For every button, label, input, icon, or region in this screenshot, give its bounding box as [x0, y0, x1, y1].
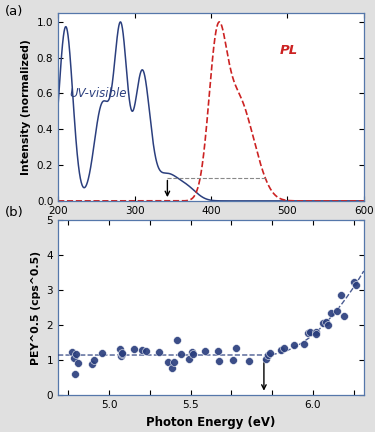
- Point: [216, 357, 222, 364]
- Y-axis label: PEY^0.5 (cps^0.5): PEY^0.5 (cps^0.5): [31, 251, 41, 365]
- Point: [265, 352, 271, 359]
- Text: UV-visible: UV-visible: [70, 87, 127, 100]
- Point: [186, 356, 192, 363]
- Point: [189, 348, 195, 355]
- Point: [174, 337, 180, 343]
- Point: [323, 319, 329, 326]
- Text: (b): (b): [4, 206, 23, 219]
- X-axis label: Photon Energy (eV): Photon Energy (eV): [146, 416, 276, 429]
- X-axis label: Wavelength (nm): Wavelength (nm): [154, 221, 268, 234]
- Point: [118, 353, 124, 359]
- Point: [313, 330, 319, 337]
- Point: [307, 328, 313, 335]
- Point: [131, 346, 137, 353]
- Point: [341, 312, 347, 319]
- Point: [328, 310, 334, 317]
- Point: [304, 329, 310, 336]
- Point: [230, 356, 236, 363]
- Point: [313, 329, 319, 336]
- Point: [301, 340, 307, 347]
- Point: [233, 345, 239, 352]
- Point: [334, 308, 340, 314]
- Point: [91, 356, 97, 363]
- Point: [120, 349, 126, 356]
- Point: [73, 351, 79, 358]
- Point: [178, 351, 184, 358]
- Point: [89, 361, 95, 368]
- Point: [72, 370, 78, 377]
- Point: [278, 346, 284, 353]
- Point: [165, 359, 171, 366]
- Point: [117, 346, 123, 353]
- Point: [338, 292, 344, 299]
- Y-axis label: Intensity (normalized): Intensity (normalized): [21, 39, 31, 175]
- Point: [263, 355, 269, 362]
- Point: [99, 349, 105, 356]
- Point: [171, 359, 177, 366]
- Point: [351, 278, 357, 285]
- Point: [202, 348, 208, 355]
- Point: [75, 359, 81, 366]
- Text: (a): (a): [4, 5, 23, 18]
- Point: [143, 348, 149, 355]
- Point: [139, 346, 145, 353]
- Point: [325, 322, 331, 329]
- Point: [169, 365, 175, 372]
- Point: [119, 351, 125, 358]
- Point: [190, 351, 196, 358]
- Point: [320, 319, 326, 326]
- Point: [156, 349, 162, 356]
- Point: [215, 347, 221, 354]
- Point: [281, 345, 287, 352]
- Point: [246, 358, 252, 365]
- Point: [71, 354, 77, 361]
- Point: [354, 282, 360, 289]
- Point: [69, 349, 75, 356]
- Point: [291, 341, 297, 348]
- Point: [267, 349, 273, 356]
- Text: PL: PL: [280, 44, 298, 57]
